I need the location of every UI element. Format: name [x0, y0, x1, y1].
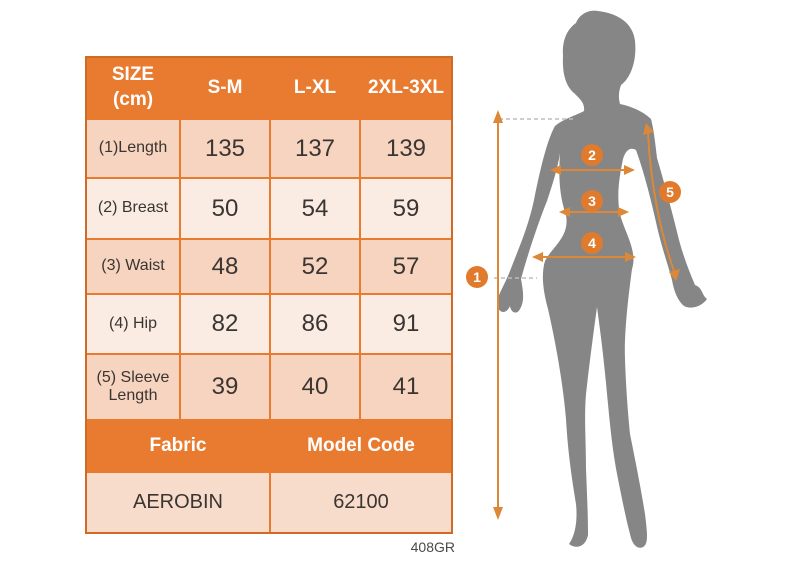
measure-marker-1: 1 — [466, 266, 488, 288]
value-breast-2xl-3xl: 59 — [361, 179, 451, 238]
column-header-2xl-3xl: 2XL-3XL — [361, 58, 451, 118]
fabric-header: Fabric — [87, 421, 269, 471]
sleeve-arrow — [643, 123, 680, 281]
value-breast-s-m: 50 — [181, 179, 269, 238]
measure-marker-5: 5 — [659, 181, 681, 203]
model-code-value: 62100 — [271, 473, 451, 532]
value-sleeve-2xl-3xl: 41 — [361, 355, 451, 419]
fabric-value: AEROBIN — [87, 473, 269, 532]
row-label-length: (1)Length — [87, 120, 179, 177]
column-header-s-m: S-M — [181, 58, 269, 118]
value-sleeve-s-m: 39 — [181, 355, 269, 419]
value-waist-2xl-3xl: 57 — [361, 240, 451, 293]
measure-marker-4: 4 — [581, 232, 603, 254]
size-unit-line1: SIZE — [111, 64, 155, 86]
row-label-hip: (4) Hip — [87, 295, 179, 353]
size-chart-table: SIZE (cm) S-M L-XL 2XL-3XL (1)Length 135… — [85, 56, 453, 534]
value-hip-l-xl: 86 — [271, 295, 359, 353]
value-hip-s-m: 82 — [181, 295, 269, 353]
value-waist-l-xl: 52 — [271, 240, 359, 293]
value-hip-2xl-3xl: 91 — [361, 295, 451, 353]
value-breast-l-xl: 54 — [271, 179, 359, 238]
hip-arrow — [532, 252, 636, 262]
female-silhouette — [497, 10, 707, 548]
model-code-header: Model Code — [271, 421, 451, 471]
value-sleeve-l-xl: 40 — [271, 355, 359, 419]
value-length-l-xl: 137 — [271, 120, 359, 177]
value-length-s-m: 135 — [181, 120, 269, 177]
column-header-l-xl: L-XL — [271, 58, 359, 118]
measurement-figure — [493, 10, 707, 548]
measure-marker-3: 3 — [581, 190, 603, 212]
weight-note: 408GR — [410, 539, 455, 555]
value-length-2xl-3xl: 139 — [361, 120, 451, 177]
measure-marker-2: 2 — [581, 144, 603, 166]
breast-arrow — [550, 165, 635, 175]
value-waist-s-m: 48 — [181, 240, 269, 293]
waist-arrow — [559, 207, 629, 217]
row-label-breast: (2) Breast — [87, 179, 179, 238]
size-unit-header: SIZE (cm) — [87, 58, 179, 118]
size-unit-line2: (cm) — [112, 89, 154, 110]
row-label-sleeve-length: (5) Sleeve Length — [87, 355, 179, 419]
row-label-waist: (3) Waist — [87, 240, 179, 293]
length-arrow — [493, 110, 503, 520]
